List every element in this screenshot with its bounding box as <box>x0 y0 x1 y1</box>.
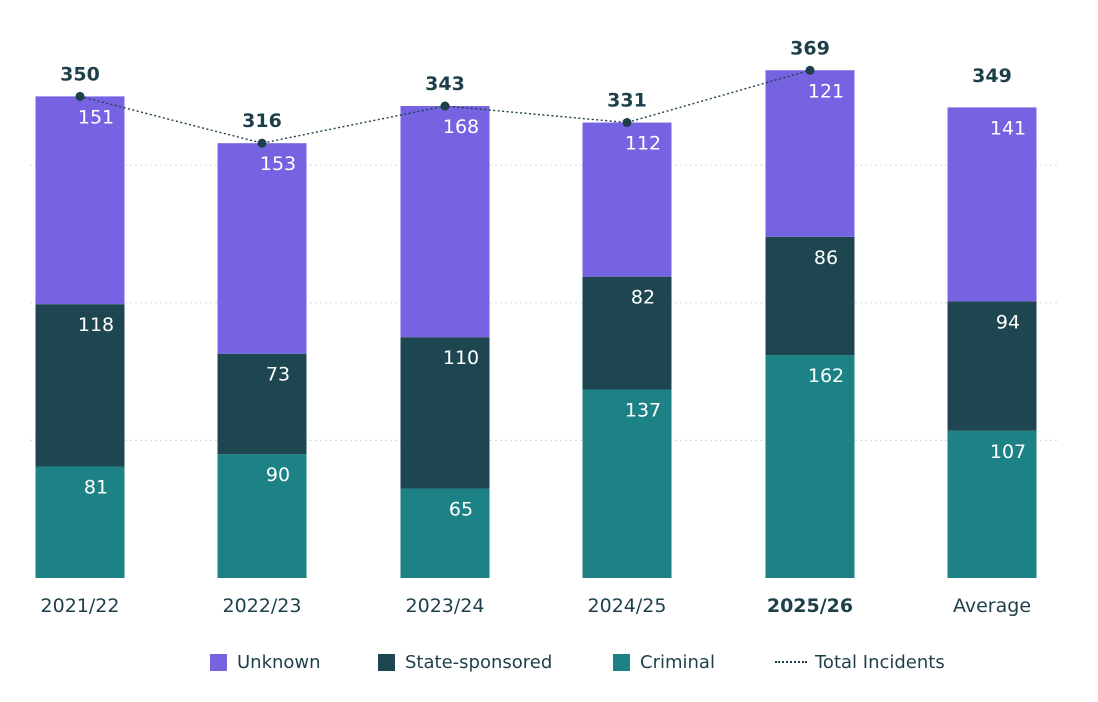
legend-item-unknown: Unknown <box>210 648 321 676</box>
bar-segment-criminal <box>35 466 125 578</box>
bar-value-label: 137 <box>625 399 661 421</box>
bar-value-label: 121 <box>808 80 844 102</box>
bar-segment-criminal <box>947 430 1037 578</box>
x-tick-label: 2024/25 <box>588 595 667 617</box>
total-incidents-marker <box>622 118 632 128</box>
x-tick-label: 2023/24 <box>406 595 485 617</box>
bar-segment-state-sponsored <box>582 276 672 390</box>
bar-segment-criminal <box>217 454 307 578</box>
bar-value-label: 107 <box>990 441 1026 463</box>
legend-item-state-sponsored: State-sponsored <box>378 648 552 676</box>
bar-value-label: 81 <box>84 477 108 499</box>
legend-swatch-criminal <box>613 653 630 671</box>
total-value-label: 349 <box>972 65 1012 87</box>
total-value-label: 331 <box>607 90 647 112</box>
bar-value-label: 86 <box>814 247 838 269</box>
bar-segment-state-sponsored <box>217 353 307 455</box>
bar-segment-unknown <box>765 70 855 237</box>
bar-segment-unknown <box>217 143 307 354</box>
total-incidents-marker <box>440 101 450 111</box>
bar-segment-criminal <box>582 389 672 578</box>
legend-swatch-unknown <box>210 653 227 671</box>
bar-value-label: 90 <box>266 464 290 486</box>
bar-value-label: 141 <box>990 117 1026 139</box>
bar-value-label: 168 <box>443 116 479 138</box>
bar-value-label: 82 <box>631 287 655 309</box>
x-tick-label: 2025/26 <box>767 595 853 617</box>
bar-segment-unknown <box>582 122 672 277</box>
bar-value-label: 162 <box>808 365 844 387</box>
legend-label-criminal: Criminal <box>640 651 715 673</box>
total-incidents-marker <box>75 91 85 101</box>
bar-segment-unknown <box>947 107 1037 302</box>
bar-segment-state-sponsored <box>400 337 490 489</box>
bar-segment-unknown <box>35 96 125 305</box>
bar-segment-state-sponsored <box>35 304 125 467</box>
bar-value-label: 94 <box>996 311 1020 333</box>
total-incidents-marker <box>257 138 267 148</box>
total-incidents-marker <box>805 65 815 75</box>
bar-value-label: 151 <box>78 106 114 128</box>
x-tick-label: 2022/23 <box>223 595 302 617</box>
bar-segment-criminal <box>765 355 855 578</box>
bar-segment-state-sponsored <box>947 301 1037 431</box>
bar-segment-state-sponsored <box>765 236 855 356</box>
bar-value-label: 118 <box>78 314 114 336</box>
bar-value-label: 110 <box>443 347 479 369</box>
legend-label-state-sponsored: State-sponsored <box>405 651 553 673</box>
total-value-label: 369 <box>790 37 830 59</box>
legend-item-criminal: Criminal <box>613 648 715 676</box>
chart-legend: Unknown State-sponsored Criminal Total I… <box>0 648 1098 676</box>
total-value-label: 350 <box>60 63 100 85</box>
x-tick-label: 2021/22 <box>41 595 120 617</box>
bar-value-label: 73 <box>266 364 290 386</box>
total-value-label: 343 <box>425 73 465 95</box>
legend-item-total-incidents: Total Incidents <box>775 648 945 676</box>
legend-dotted-line <box>775 661 807 663</box>
legend-label-unknown: Unknown <box>237 651 321 673</box>
stacked-bar-chart: 81 118 151 2021/22 90 73 153 2022/23 65 110 168 202… <box>30 37 1058 617</box>
total-value-label: 316 <box>242 110 282 132</box>
bar-value-label: 65 <box>449 499 473 521</box>
bar-segment-unknown <box>400 106 490 338</box>
bar-value-label: 112 <box>625 133 661 155</box>
bar-value-label: 153 <box>260 153 296 175</box>
legend-label-total-incidents: Total Incidents <box>815 651 945 673</box>
x-tick-label: Average <box>953 595 1031 617</box>
legend-swatch-state-sponsored <box>378 653 395 671</box>
bar-segment-criminal <box>400 488 490 578</box>
